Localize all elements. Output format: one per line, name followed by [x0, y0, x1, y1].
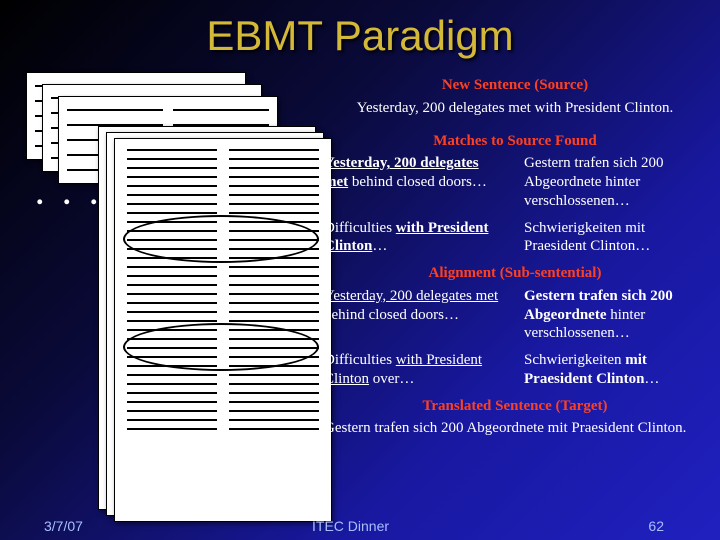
heading-matches: Matches to Source Found [324, 132, 706, 151]
right-panel: New Sentence (Source) Yesterday, 200 del… [324, 76, 706, 438]
match-target: Gestern trafen sich 200 Abgeordnete hint… [524, 154, 706, 210]
book-page-left [127, 149, 217, 511]
alignment-target: Schwierigkeiten mit Praesident Clinton… [524, 351, 706, 389]
translated-sentence: Gestern trafen sich 200 Abgeordnete mit … [324, 419, 706, 438]
match-row: Yesterday, 200 delegates met behind clos… [324, 154, 706, 210]
new-sentence-text: Yesterday, 200 delegates met with Presid… [324, 99, 706, 118]
alignment-target: Gestern trafen sich 200 Abgeordnete hint… [524, 287, 706, 343]
match-target: Schwierigkeiten mit Praesident Clinton… [524, 219, 706, 257]
match-row: Difficulties with President Clinton… Sch… [324, 219, 706, 257]
heading-new-sentence: New Sentence (Source) [324, 76, 706, 95]
footer-page: 62 [648, 518, 664, 534]
slide-title: EBMT Paradigm [0, 12, 720, 60]
alignment-row: Difficulties with President Clinton over… [324, 351, 706, 389]
heading-translated: Translated Sentence (Target) [324, 397, 706, 416]
alignment-row: Yesterday, 200 delegates met behind clos… [324, 287, 706, 343]
book-sheet [114, 138, 332, 522]
book-page-right [229, 149, 319, 511]
alignment-source: Yesterday, 200 delegates met behind clos… [324, 287, 506, 343]
match-source: Yesterday, 200 delegates met behind clos… [324, 154, 506, 210]
alignment-source: Difficulties with President Clinton over… [324, 351, 506, 389]
heading-alignment: Alignment (Sub-sentential) [324, 264, 706, 283]
slide-content: EBMT Paradigm . . . [0, 0, 720, 540]
corpus-ellipsis: . . . [36, 178, 104, 212]
match-source: Difficulties with President Clinton… [324, 219, 506, 257]
footer-center: ITEC Dinner [312, 518, 389, 534]
footer-date: 3/7/07 [44, 518, 83, 534]
